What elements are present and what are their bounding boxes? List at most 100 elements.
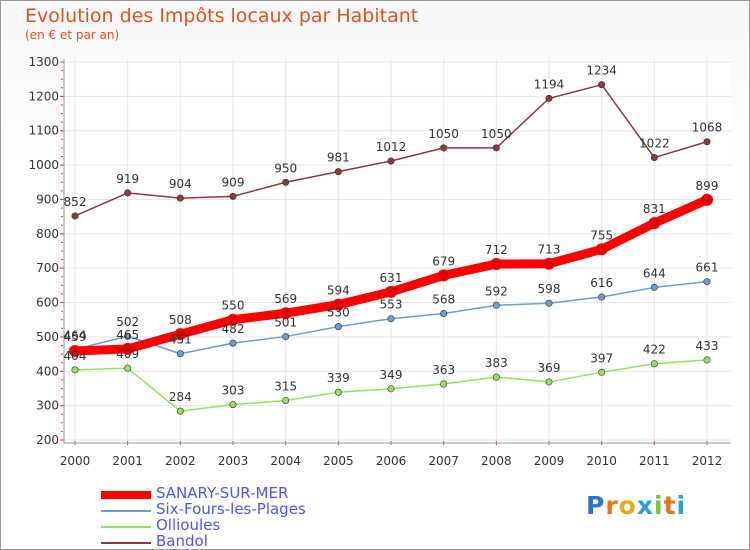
data-label-ollioules: 422 xyxy=(643,343,666,357)
data-label-six-fours-les-plages: 644 xyxy=(643,266,666,280)
legend-label: Ollioules xyxy=(156,516,221,534)
legend-swatch xyxy=(101,526,151,528)
x-tick-label: 2012 xyxy=(692,454,723,468)
data-point-bandol xyxy=(545,94,553,102)
data-label-bandol: 981 xyxy=(327,151,350,165)
data-point-six-fours-les-plages xyxy=(124,332,132,340)
data-point-six-fours-les-plages xyxy=(703,278,711,286)
logo-letter: o xyxy=(618,491,637,520)
data-point-sanary-sur-mer xyxy=(174,328,187,341)
data-label-ollioules: 404 xyxy=(64,349,87,363)
data-label-sanary-sur-mer: 550 xyxy=(222,299,245,313)
logo-letter: i xyxy=(676,491,687,520)
x-tick-label: 2007 xyxy=(428,454,459,468)
data-label-bandol: 919 xyxy=(116,172,139,186)
logo-letter: x xyxy=(636,491,654,520)
data-label-six-fours-les-plages: 451 xyxy=(169,333,192,347)
data-label-ollioules: 303 xyxy=(222,384,245,398)
data-point-sanary-sur-mer xyxy=(595,243,608,256)
data-label-ollioules: 409 xyxy=(116,347,139,361)
data-point-sanary-sur-mer xyxy=(490,258,503,271)
data-point-sanary-sur-mer xyxy=(543,257,555,270)
data-point-sanary-sur-mer xyxy=(69,344,81,357)
logo-letter: t xyxy=(663,491,677,520)
y-tick-label: 1200 xyxy=(28,89,59,103)
x-tick-label: 2004 xyxy=(270,454,301,468)
data-label-bandol: 904 xyxy=(169,177,192,191)
x-tick-label: 2005 xyxy=(323,454,354,468)
data-label-six-fours-les-plages: 553 xyxy=(380,298,403,312)
x-tick-label: 2006 xyxy=(376,454,407,468)
data-point-sanary-sur-mer xyxy=(385,285,397,298)
data-point-six-fours-les-plages xyxy=(492,301,500,309)
data-label-bandol: 852 xyxy=(64,195,87,209)
data-point-six-fours-les-plages xyxy=(545,299,553,307)
x-tick-label: 2009 xyxy=(534,454,565,468)
plot-area xyxy=(64,59,731,443)
x-tick-label: 2008 xyxy=(481,454,512,468)
data-label-six-fours-les-plages: 616 xyxy=(590,276,613,290)
logo-letter: r xyxy=(605,491,619,520)
chart-subtitle: (en € et par an) xyxy=(25,28,120,42)
y-tick-label: 300 xyxy=(36,399,59,413)
x-tick-label: 2011 xyxy=(639,454,670,468)
data-point-ollioules xyxy=(650,360,658,368)
data-label-six-fours-les-plages: 501 xyxy=(274,316,297,330)
data-point-six-fours-les-plages xyxy=(334,323,342,331)
data-point-bandol xyxy=(334,168,342,176)
data-label-sanary-sur-mer: 679 xyxy=(432,254,455,268)
data-label-six-fours-les-plages: 592 xyxy=(485,284,508,298)
data-point-bandol xyxy=(703,138,711,146)
data-point-bandol xyxy=(598,81,606,89)
data-point-ollioules xyxy=(598,368,606,376)
data-label-sanary-sur-mer: 831 xyxy=(643,202,666,216)
legend-label: SANARY-SUR-MER xyxy=(156,484,289,502)
x-tick-label: 2002 xyxy=(165,454,196,468)
y-tick-label: 700 xyxy=(36,261,59,275)
data-point-bandol xyxy=(282,178,290,186)
data-label-bandol: 1068 xyxy=(692,121,723,135)
data-point-six-fours-les-plages xyxy=(387,315,395,323)
data-label-ollioules: 315 xyxy=(274,379,297,393)
legend-label: Bandol xyxy=(156,532,208,550)
data-point-ollioules xyxy=(440,380,448,388)
y-tick-label: 400 xyxy=(36,364,59,378)
logo-letter: P xyxy=(586,491,606,520)
data-point-bandol xyxy=(492,144,500,152)
data-point-ollioules xyxy=(492,373,500,381)
legend-swatch xyxy=(101,491,151,499)
y-tick-label: 1100 xyxy=(28,124,59,138)
data-point-sanary-sur-mer xyxy=(701,193,713,206)
data-label-bandol: 909 xyxy=(222,175,245,189)
data-point-bandol xyxy=(176,194,184,202)
chart-title: Evolution des Impôts locaux par Habitant xyxy=(25,5,419,27)
data-label-sanary-sur-mer: 712 xyxy=(485,243,508,257)
data-point-bandol xyxy=(440,144,448,152)
data-label-ollioules: 397 xyxy=(590,351,613,365)
data-label-sanary-sur-mer: 631 xyxy=(380,271,403,285)
data-point-ollioules xyxy=(334,388,342,396)
data-label-sanary-sur-mer: 713 xyxy=(538,243,561,257)
data-label-ollioules: 383 xyxy=(485,356,508,370)
data-point-bandol xyxy=(650,154,658,162)
data-point-ollioules xyxy=(124,364,132,372)
data-label-six-fours-les-plages: 464 xyxy=(64,328,87,342)
data-label-ollioules: 349 xyxy=(380,368,403,382)
y-tick-label: 800 xyxy=(36,227,59,241)
data-point-bandol xyxy=(71,212,79,220)
data-point-ollioules xyxy=(387,385,395,393)
data-label-ollioules: 369 xyxy=(538,361,561,375)
data-point-six-fours-les-plages xyxy=(176,350,184,358)
y-tick-label: 500 xyxy=(36,330,59,344)
data-point-sanary-sur-mer xyxy=(279,307,292,320)
x-tick-label: 2000 xyxy=(60,454,91,468)
data-point-six-fours-les-plages xyxy=(229,339,237,347)
proxiti-logo: Proxiti xyxy=(586,491,686,520)
data-point-ollioules xyxy=(545,378,553,386)
data-point-sanary-sur-mer xyxy=(437,269,450,282)
data-label-ollioules: 284 xyxy=(169,390,192,404)
y-tick-label: 1000 xyxy=(28,158,59,172)
x-tick-label: 2010 xyxy=(586,454,617,468)
